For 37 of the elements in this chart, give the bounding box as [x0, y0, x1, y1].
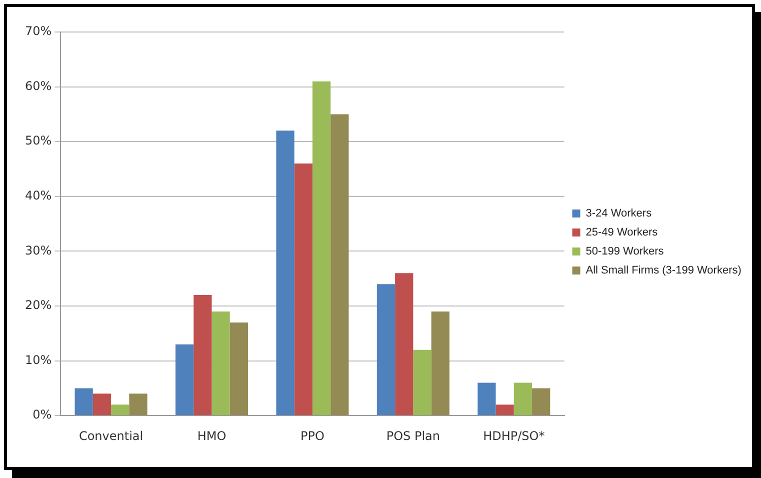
bar	[514, 382, 532, 416]
bar	[129, 394, 148, 416]
y-tick-label: 20%	[25, 298, 52, 312]
legend-label: All Small Firms (3-199 Workers)	[586, 264, 742, 277]
y-tick-label: 40%	[25, 188, 52, 203]
bar	[294, 164, 312, 416]
bar	[312, 81, 331, 416]
bar	[230, 322, 248, 416]
bar	[496, 404, 514, 416]
bar	[532, 388, 550, 416]
bar	[376, 284, 396, 416]
bar	[194, 295, 212, 416]
x-tick-label: PPO	[300, 428, 324, 443]
bar	[111, 404, 130, 416]
x-tick-label: HMO	[197, 428, 226, 443]
bar	[478, 382, 496, 416]
legend-label: 50-199 Workers	[586, 246, 664, 258]
bar	[175, 344, 194, 416]
y-tick-label: 60%	[25, 78, 52, 93]
y-tick-label: 50%	[25, 134, 52, 148]
x-tick-label: Convential	[78, 428, 144, 443]
y-tick-label: 0%	[32, 408, 52, 422]
bar	[413, 350, 432, 416]
legend-label: 25-49 Workers	[586, 226, 658, 239]
x-tick-label: HDHP/SO*	[483, 428, 545, 443]
x-tick-label: POS Plan	[386, 428, 440, 443]
y-tick-label: 10%	[25, 352, 52, 367]
bar	[74, 388, 93, 416]
y-tick-label: 30%	[25, 243, 52, 258]
legend-label: 3-24 Workers	[586, 208, 652, 220]
y-tick-label: 70%	[25, 24, 52, 38]
bar	[431, 311, 450, 416]
bar	[395, 273, 414, 416]
bar	[212, 311, 230, 416]
bar	[92, 394, 112, 416]
bar	[276, 130, 294, 416]
bar	[330, 114, 349, 416]
